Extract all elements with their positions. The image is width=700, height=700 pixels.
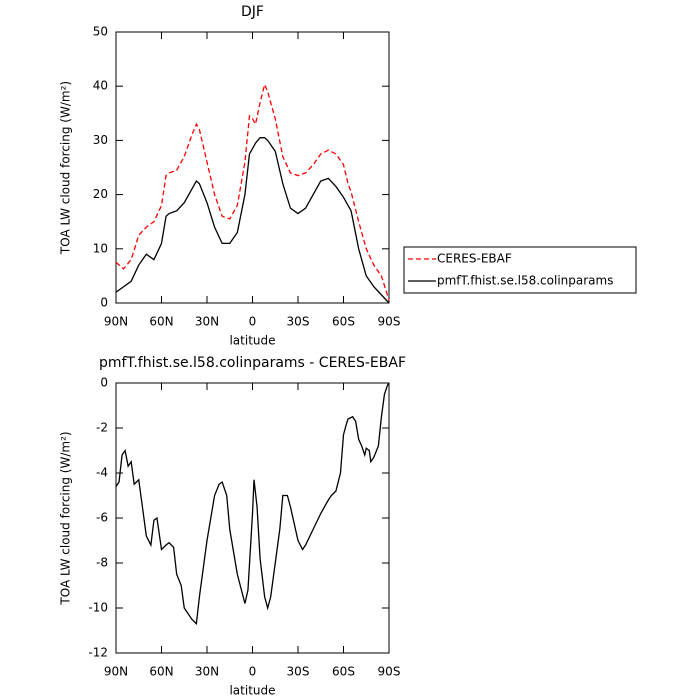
- x-tick-label: 90S: [378, 665, 401, 679]
- chart-title: pmfT.fhist.se.l58.colinparams - CERES-EB…: [99, 355, 406, 371]
- x-tick-label: 30S: [287, 315, 310, 329]
- x-tick-label: 60S: [332, 315, 355, 329]
- plot-frame: [115, 31, 390, 304]
- y-tick-label: -12: [88, 646, 108, 660]
- y-tick-label: -6: [96, 511, 108, 525]
- y-tick-label: 50: [93, 25, 108, 39]
- series-line: [115, 82, 390, 301]
- y-tick-label: 10: [93, 241, 108, 255]
- legend-box: [403, 246, 637, 294]
- x-axis-label: latitude: [229, 334, 275, 348]
- x-axis-label: latitude: [229, 684, 275, 698]
- x-tick-label: 0: [249, 665, 257, 679]
- y-axis-label: TOA LW cloud forcing (W/m²): [59, 81, 73, 255]
- x-tick-label: 90S: [378, 315, 401, 329]
- y-axis-label: TOA LW cloud forcing (W/m²): [59, 431, 73, 605]
- x-tick-label: 60N: [149, 315, 173, 329]
- y-tick-label: 30: [93, 133, 108, 147]
- y-tick-label: -10: [88, 601, 108, 615]
- x-tick-label: 60N: [149, 665, 173, 679]
- plot-frame: [115, 382, 390, 654]
- y-tick-label: 40: [93, 79, 108, 93]
- x-tick-label: 90N: [104, 665, 128, 679]
- y-tick-label: -8: [96, 556, 108, 570]
- y-tick-label: 0: [100, 296, 108, 310]
- series-line: [115, 382, 390, 626]
- x-tick-label: 60S: [332, 665, 355, 679]
- chart-title: DJF: [241, 4, 264, 20]
- x-tick-label: 30S: [287, 665, 310, 679]
- y-tick-label: -4: [96, 466, 108, 480]
- y-tick-label: -2: [96, 421, 108, 435]
- y-tick-label: 0: [100, 376, 108, 390]
- legend-label: CERES-EBAF: [437, 252, 512, 266]
- x-tick-label: 0: [249, 315, 257, 329]
- x-tick-label: 30N: [195, 315, 219, 329]
- series-line: [115, 137, 390, 304]
- y-tick-label: 20: [93, 187, 108, 201]
- x-tick-label: 30N: [195, 665, 219, 679]
- legend-label: pmfT.fhist.se.l58.colinparams: [437, 274, 613, 288]
- x-tick-label: 90N: [104, 315, 128, 329]
